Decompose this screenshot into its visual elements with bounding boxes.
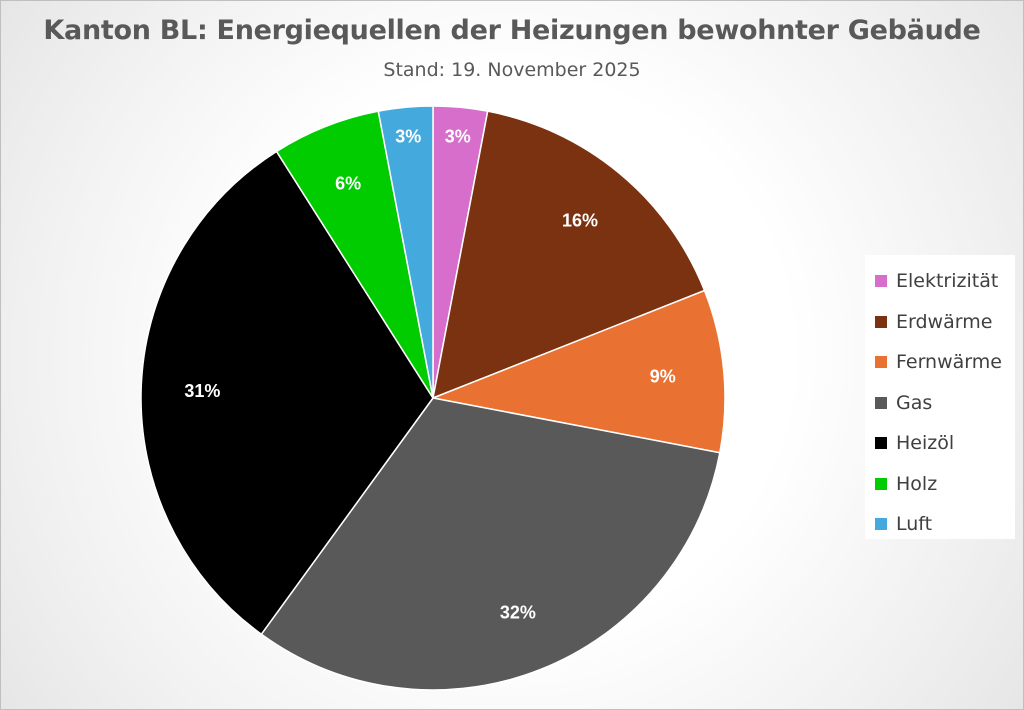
pie-slice-fernwärme (430, 289, 726, 454)
pie-slice-gas (260, 397, 721, 691)
legend-swatch (875, 315, 887, 328)
legend-item: Elektrizität (865, 261, 1015, 302)
data-label-luft: 3% (395, 126, 421, 146)
legend-label: Heizöl (896, 432, 955, 455)
data-label-elektrizität: 3% (445, 126, 471, 146)
legend-item: Holz (865, 464, 1015, 505)
chart-title: Kanton BL: Energiequellen der Heizungen … (43, 15, 981, 46)
data-label-heizöl: 31% (184, 381, 220, 401)
legend-item: Heizöl (865, 423, 1015, 464)
legend-swatch (875, 275, 887, 288)
data-label-fernwärme: 9% (650, 366, 676, 386)
pie-slice-heizöl (140, 150, 434, 636)
legend-label: Luft (896, 513, 933, 536)
legend-swatch (875, 477, 887, 490)
legend-swatch (875, 356, 887, 369)
legend-swatch (875, 437, 887, 450)
legend-swatch (875, 518, 887, 531)
legend-label: Gas (896, 391, 933, 414)
pie-slice-luft (377, 105, 434, 399)
pie-slice-erdwärme (432, 110, 706, 400)
legend-label: Erdwärme (896, 310, 993, 333)
data-label-erdwärme: 16% (562, 210, 598, 230)
data-label-gas: 32% (500, 603, 536, 623)
legend-label: Fernwärme (896, 351, 1002, 374)
legend-swatch (875, 396, 887, 409)
legend-label: Holz (896, 472, 938, 495)
legend: Elektrizität Erdwärme Fernwärme Gas Heizöl Ho… (865, 255, 1015, 539)
legend-item: Erdwärme (865, 302, 1015, 343)
legend-label: Elektrizität (896, 270, 999, 293)
legend-item: Luft (865, 504, 1015, 545)
legend-item: Gas (865, 383, 1015, 424)
data-label-holz: 6% (335, 174, 361, 194)
legend-item: Fernwärme (865, 342, 1015, 383)
chart-subtitle: Stand: 19. November 2025 (383, 59, 641, 81)
